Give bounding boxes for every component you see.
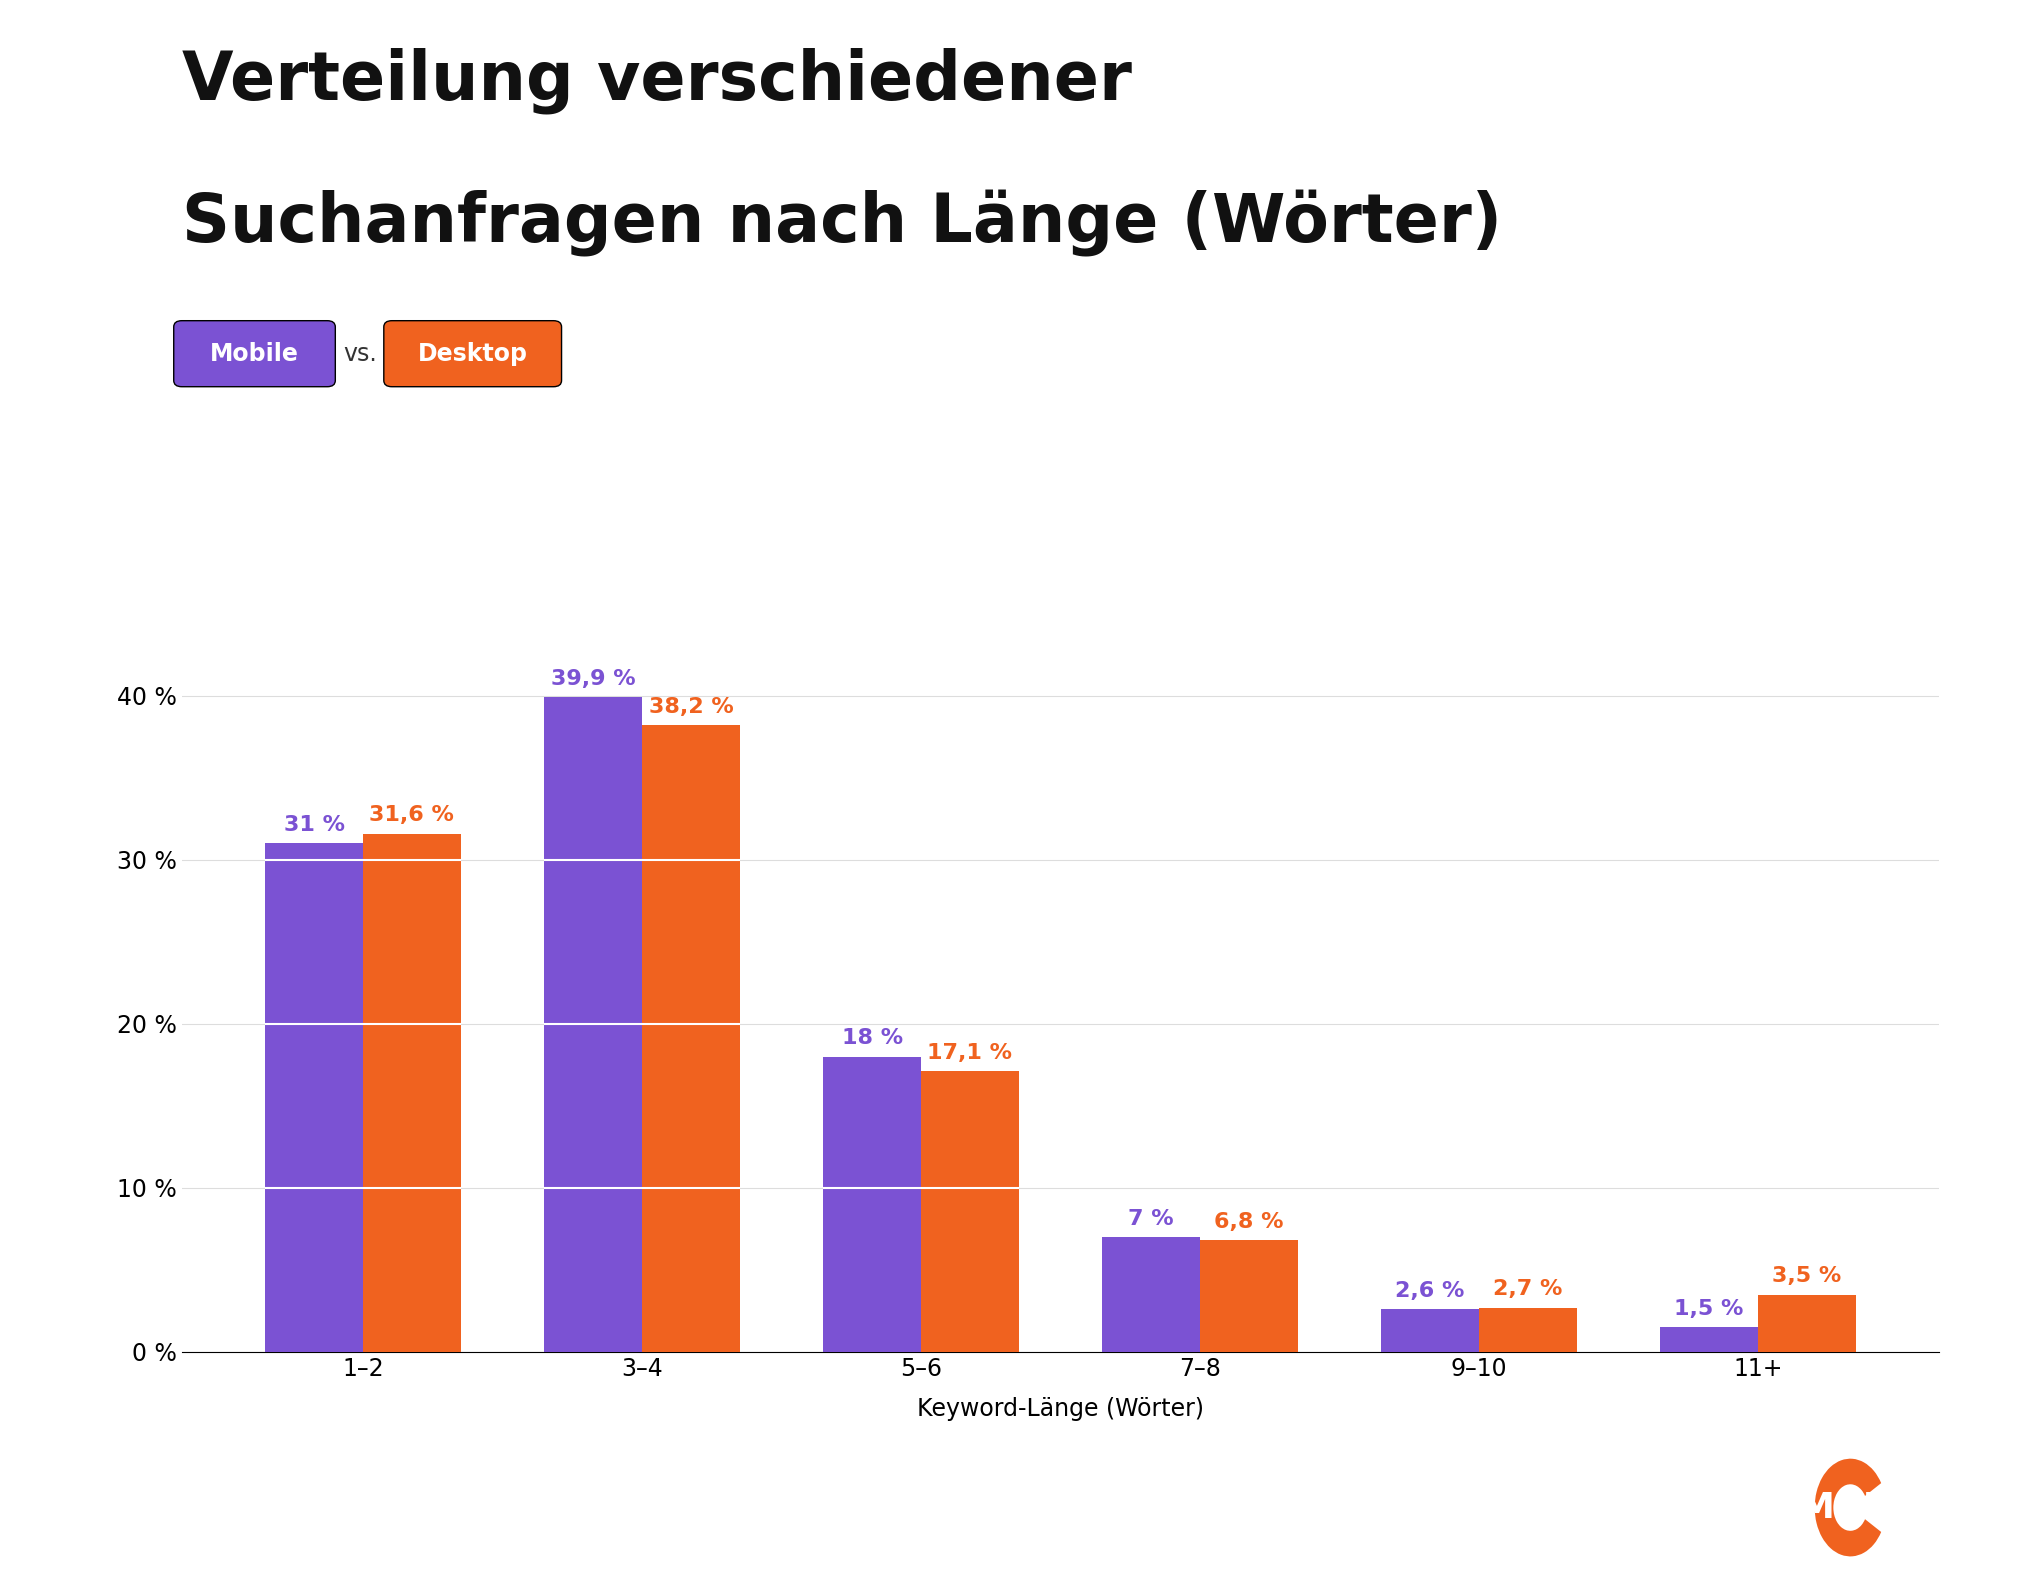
Bar [1382, 1309, 1479, 1352]
Wedge shape [1814, 1459, 1881, 1556]
Text: 38,2 %: 38,2 % [648, 696, 733, 717]
Text: Verteilung verschiedener: Verteilung verschiedener [182, 47, 1131, 113]
Text: 1,5 %: 1,5 % [1675, 1298, 1743, 1319]
Text: vs.: vs. [343, 341, 378, 366]
Text: 7 %: 7 % [1129, 1209, 1174, 1229]
Text: 6,8 %: 6,8 % [1214, 1212, 1283, 1232]
Bar [1200, 1240, 1297, 1352]
Text: Desktop: Desktop [418, 341, 527, 366]
Text: 31 %: 31 % [283, 816, 345, 835]
X-axis label: Keyword-Länge (Wörter): Keyword-Länge (Wörter) [917, 1398, 1204, 1421]
Bar [1479, 1308, 1576, 1352]
Bar [1103, 1237, 1200, 1352]
Text: 31,6 %: 31,6 % [370, 805, 454, 825]
Bar [265, 844, 364, 1352]
Text: Mobile: Mobile [210, 341, 299, 366]
Text: 2,6 %: 2,6 % [1396, 1281, 1464, 1302]
Text: SEMRUSH: SEMRUSH [1749, 1490, 1949, 1525]
Bar [642, 725, 739, 1352]
Text: semrush.com: semrush.com [81, 1498, 222, 1517]
Text: 2,7 %: 2,7 % [1493, 1280, 1561, 1300]
Text: Suchanfragen nach Länge (Wörter): Suchanfragen nach Länge (Wörter) [182, 189, 1503, 256]
Text: 17,1 %: 17,1 % [927, 1044, 1012, 1063]
Bar [1660, 1327, 1757, 1352]
Text: 18 %: 18 % [842, 1028, 903, 1049]
Bar [824, 1056, 921, 1352]
Text: 3,5 %: 3,5 % [1772, 1267, 1842, 1286]
Bar [545, 698, 642, 1352]
Bar [1757, 1294, 1856, 1352]
Bar [921, 1072, 1018, 1352]
Bar [364, 833, 461, 1352]
Text: 39,9 %: 39,9 % [551, 670, 636, 689]
